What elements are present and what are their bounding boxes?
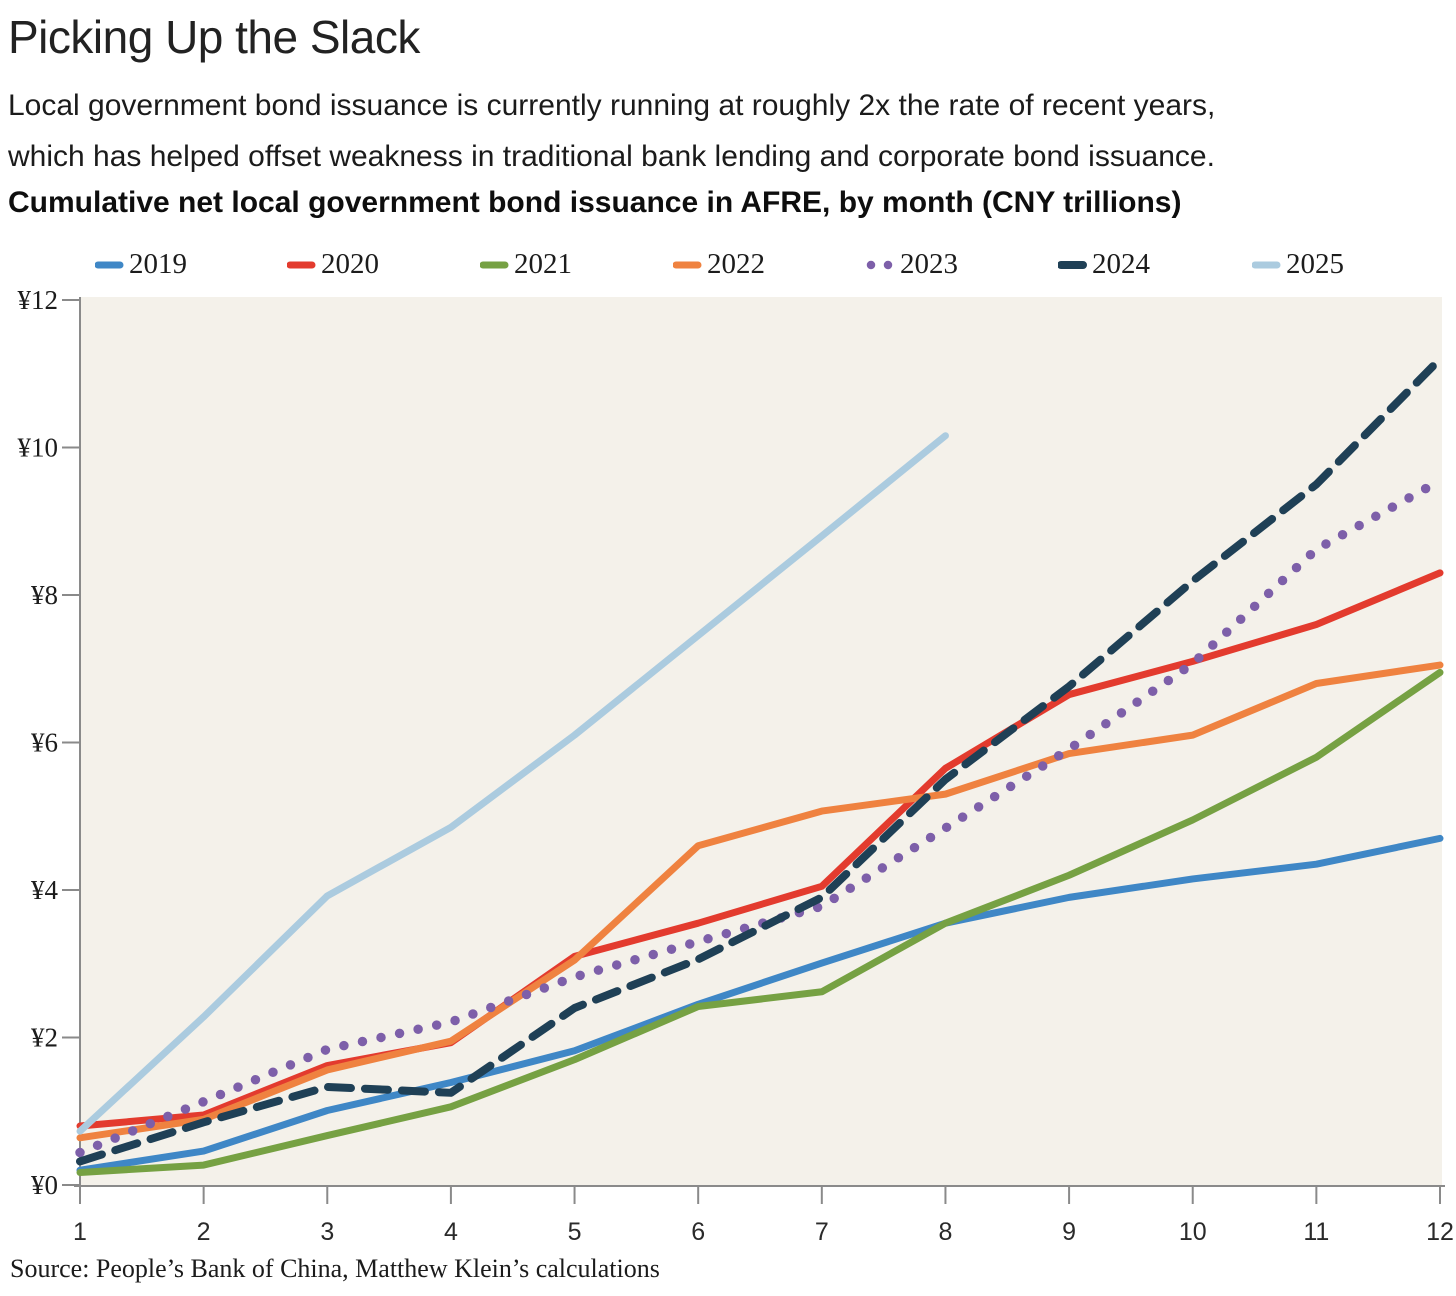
x-tick-label: 5 — [568, 1218, 582, 1246]
series-lines — [75, 355, 1445, 1176]
x-tick-label: 8 — [938, 1218, 952, 1246]
x-tick-label: 11 — [1303, 1218, 1329, 1246]
subtitle-line-2: which has helped offset weakness in trad… — [8, 140, 1215, 173]
x-tick-label: 10 — [1179, 1218, 1207, 1246]
legend-label: 2020 — [321, 248, 379, 280]
plot-area — [80, 297, 1442, 1186]
legend-label: 2023 — [900, 248, 958, 280]
subtitle-line-1: Local government bond issuance is curren… — [8, 89, 1216, 122]
legend-item-2020: 2020 — [287, 248, 379, 281]
legend-swatch-2019 — [95, 261, 124, 268]
legend-swatch-2021 — [480, 261, 509, 268]
line-2021 — [76, 668, 1444, 1176]
legend-label: 2024 — [1092, 248, 1150, 280]
line-2022 — [76, 661, 1444, 1142]
y-tick-label: ¥8 — [31, 580, 58, 610]
legend-label: 2021 — [514, 248, 572, 280]
legend-swatch-2025 — [1252, 261, 1281, 268]
y-tick-label: ¥6 — [31, 728, 58, 758]
y-tick-label: ¥10 — [18, 433, 59, 463]
legend-label: 2025 — [1286, 248, 1344, 280]
y-tick-label: ¥0 — [31, 1170, 58, 1200]
x-axis: 1 2 3 4 5 6 7 8 9 10 11 12 — [73, 1185, 1454, 1246]
legend-item-2024: 2024 — [1058, 248, 1150, 281]
line-2023 — [75, 475, 1445, 1158]
x-tick-label: 9 — [1062, 1218, 1076, 1246]
legend-label: 2019 — [129, 248, 187, 280]
line-2025 — [76, 432, 949, 1135]
x-tick-label: 1 — [73, 1218, 87, 1246]
legend-item-2023: 2023 — [866, 248, 958, 281]
y-tick-label: ¥4 — [31, 875, 59, 905]
legend-label: 2022 — [707, 248, 765, 280]
legend-item-2021: 2021 — [480, 248, 572, 281]
legend: 2019 2020 2021 2022 2023 2024 2025 — [0, 248, 1456, 284]
x-tick-label: 7 — [815, 1218, 829, 1246]
legend-swatch-2020 — [287, 261, 316, 268]
source-note: Source: People’s Bank of China, Matthew … — [10, 1254, 660, 1283]
x-tick-label: 4 — [444, 1218, 458, 1246]
legend-swatch-2022 — [673, 261, 702, 268]
legend-item-2025: 2025 — [1252, 248, 1344, 281]
legend-item-2022: 2022 — [673, 248, 765, 281]
y-tick-label: ¥12 — [18, 285, 59, 315]
y-tick-label: ¥2 — [31, 1023, 58, 1053]
legend-swatch-2023 — [866, 260, 894, 269]
line-2019 — [76, 834, 1444, 1174]
x-tick-label: 6 — [691, 1218, 705, 1246]
y-axis: ¥0 ¥2 ¥4 ¥6 ¥8 ¥10 ¥12 — [18, 285, 81, 1200]
page-title: Picking Up the Slack — [8, 11, 420, 63]
line-2020 — [76, 569, 1444, 1130]
chart-subtitle: Local government bond issuance is curren… — [8, 80, 1456, 182]
x-tick-label: 12 — [1426, 1218, 1454, 1246]
chart-heading: Cumulative net local government bond iss… — [8, 186, 1182, 219]
x-tick-label: 2 — [197, 1218, 211, 1246]
legend-swatch-2024 — [1058, 260, 1087, 269]
legend-item-2019: 2019 — [95, 248, 187, 281]
line-2024 — [76, 355, 1444, 1166]
x-tick-label: 3 — [320, 1218, 334, 1246]
